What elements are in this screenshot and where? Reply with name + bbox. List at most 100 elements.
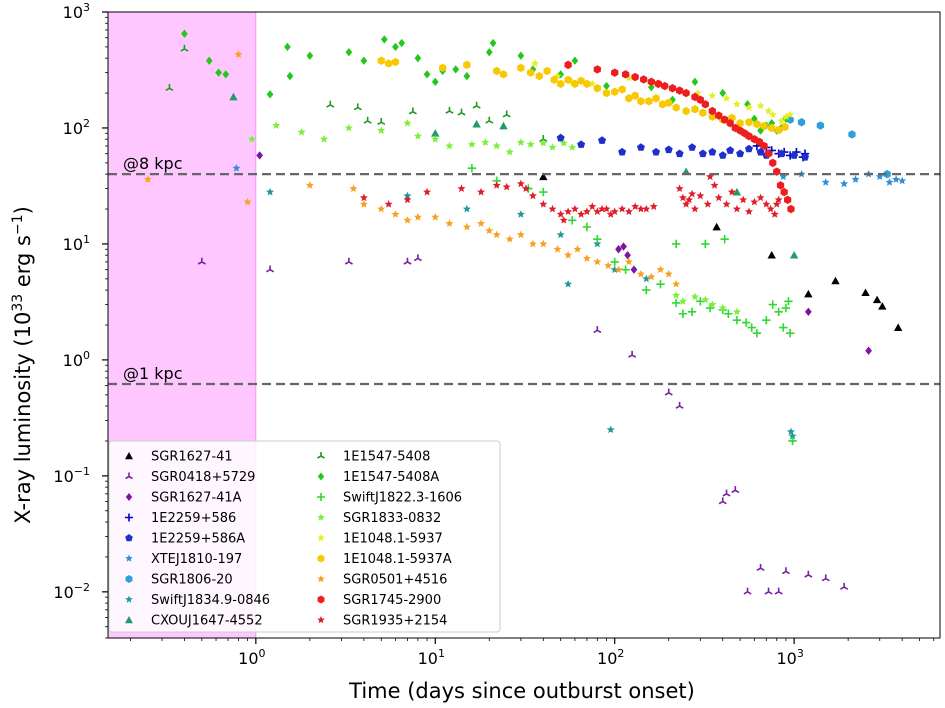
data-point: [678, 309, 688, 318]
data-point: [776, 181, 785, 190]
data-point: [621, 265, 630, 274]
data-point: [898, 176, 907, 185]
data-point: [624, 250, 631, 260]
data-point: [768, 110, 777, 119]
data-point: [706, 172, 715, 181]
data-point: [647, 272, 656, 281]
data-point: [656, 265, 665, 274]
data-point: [485, 226, 494, 235]
data-point: [403, 118, 412, 127]
data-point: [557, 79, 565, 89]
legend-item: SGR1627-41A: [125, 491, 242, 506]
data-point: [690, 204, 699, 213]
legend-label: SGR1833-0832: [343, 511, 441, 526]
data-point: [582, 207, 591, 216]
data-point: [360, 56, 368, 65]
data-point: [477, 187, 486, 196]
data-point: [344, 123, 353, 132]
data-point: [781, 112, 790, 121]
legend-marker: [125, 575, 133, 583]
data-point: [256, 151, 263, 160]
legend-label: SwiftJ1834.9-0846: [151, 593, 270, 608]
data-point: [732, 316, 742, 325]
data-point: [780, 187, 788, 197]
data-point: [535, 71, 543, 81]
data-point: [661, 81, 669, 91]
data-point: [756, 193, 765, 202]
data-point: [687, 307, 697, 316]
legend-marker: [125, 513, 133, 522]
data-point: [516, 138, 525, 146]
data-point: [732, 307, 741, 316]
series-SGR1935+2154: [359, 172, 783, 224]
data-point: [398, 38, 406, 48]
data-point: [821, 574, 830, 582]
data-point: [222, 70, 230, 79]
reference-line-label: @1 kpc: [123, 364, 182, 383]
data-point: [678, 193, 687, 202]
data-point: [664, 269, 673, 278]
data-point: [787, 204, 795, 214]
data-point: [675, 401, 684, 409]
data-point: [750, 197, 759, 206]
legend-label: SGR1627-41: [151, 450, 233, 465]
data-point: [744, 207, 753, 216]
data-point: [143, 175, 152, 183]
data-point: [553, 245, 562, 253]
data-point: [722, 200, 731, 208]
data-point: [205, 56, 213, 65]
data-point: [493, 66, 501, 76]
data-point: [598, 136, 607, 144]
data-point: [720, 234, 729, 244]
legend-item: SGR1745-2900: [317, 593, 441, 608]
data-point: [816, 121, 824, 130]
legend-marker: [125, 554, 133, 562]
legend-marker: [317, 493, 325, 501]
data-point: [645, 97, 653, 106]
data-point: [502, 110, 511, 118]
data-point: [767, 250, 776, 259]
data-point: [636, 269, 645, 278]
data-point: [485, 48, 493, 57]
data-point: [804, 570, 813, 578]
data-point: [531, 59, 540, 67]
legend-item: SGR1806-20: [125, 573, 233, 588]
data-point: [739, 195, 748, 204]
data-point: [564, 75, 572, 85]
data-point: [593, 65, 601, 74]
data-point: [685, 195, 694, 204]
data-point: [698, 149, 707, 158]
data-point: [672, 279, 681, 288]
data-point: [577, 76, 585, 86]
data-point: [571, 79, 579, 89]
tick-label: 10−2: [53, 581, 90, 602]
data-point: [675, 149, 684, 158]
data-point: [664, 388, 673, 396]
legend-label: 1E1048.1-5937: [343, 532, 443, 547]
data-point: [621, 70, 630, 79]
tick-label: 101: [63, 233, 90, 254]
data-point: [377, 126, 386, 134]
data-point: [539, 172, 548, 181]
data-point: [548, 143, 557, 151]
data-point: [380, 35, 388, 44]
data-point: [377, 204, 386, 213]
legend-label: 1E2259+586A: [151, 532, 245, 547]
data-point: [431, 77, 439, 87]
data-point: [363, 116, 372, 124]
series-1E1048.1-5937A: [377, 56, 789, 135]
legend-box: [108, 440, 501, 633]
data-point: [722, 94, 731, 102]
data-point: [642, 274, 651, 283]
data-point: [266, 187, 275, 196]
data-point: [785, 328, 795, 338]
data-points: [143, 29, 907, 595]
data-point: [893, 323, 903, 331]
data-point: [741, 318, 751, 327]
data-point: [215, 68, 222, 77]
data-point: [577, 210, 586, 218]
data-point: [353, 103, 362, 111]
data-point: [539, 138, 548, 147]
data-point: [777, 116, 786, 125]
data-point: [691, 105, 699, 114]
